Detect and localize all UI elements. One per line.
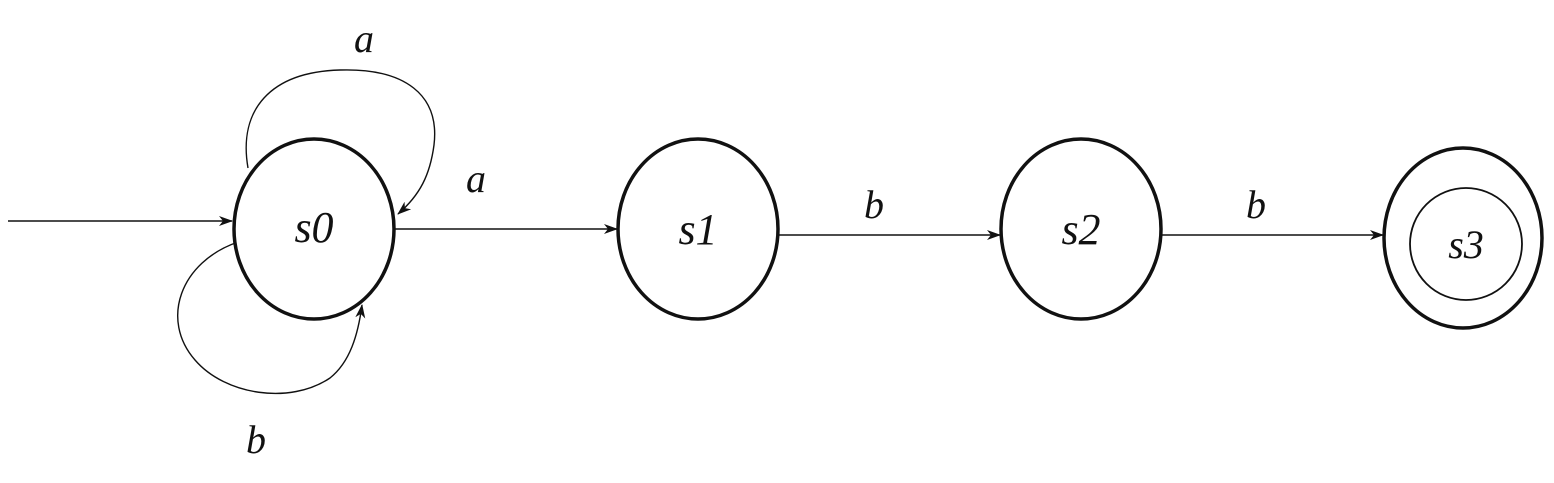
- state-s3-accepting-ring: [1409, 187, 1523, 301]
- state-s1: [616, 137, 780, 321]
- edge-label-s0-s1-a: a: [466, 156, 486, 201]
- state-label-s3: s3: [1448, 222, 1484, 267]
- edge-s0-s0-b: [177, 241, 366, 395]
- edge-label-s1-s2-b: b: [864, 182, 884, 227]
- state-s0: [232, 137, 396, 321]
- state-label-s0: s0: [294, 203, 333, 252]
- edge-label-s2-s3-b: b: [1246, 182, 1266, 227]
- state-s3: [1382, 146, 1544, 330]
- state-label-s1: s1: [678, 205, 717, 254]
- edge-s0-s0-a: [245, 69, 436, 215]
- edge-label-s0-s0-a: a: [354, 16, 374, 61]
- edge-label-s0-s0-b: b: [246, 417, 266, 462]
- state-label-s2: s2: [1061, 205, 1100, 254]
- state-s2: [999, 137, 1163, 321]
